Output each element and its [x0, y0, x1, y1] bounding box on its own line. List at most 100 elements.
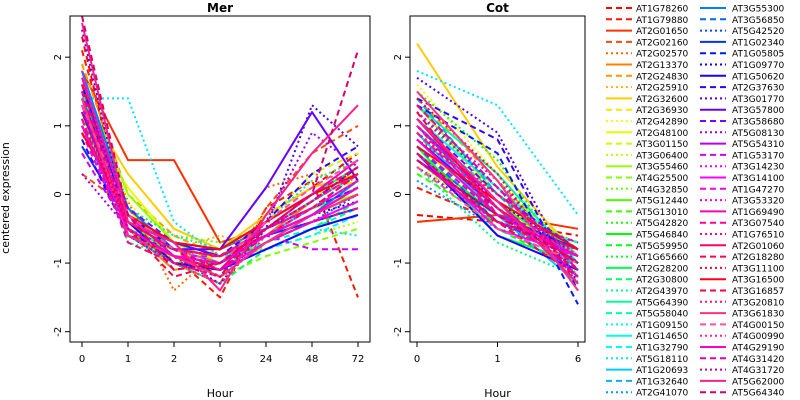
- legend-item: AT2G48100: [606, 129, 689, 139]
- legend-item: AT3G16500: [700, 276, 785, 286]
- legend-label: AT1G65660: [636, 253, 689, 263]
- legend-label: AT3G01150: [636, 140, 689, 150]
- legend-item: AT3G58680: [700, 118, 785, 128]
- legend-item: AT5G64390: [606, 298, 689, 308]
- legend-item: AT1G50620: [700, 72, 785, 82]
- legend-label: AT2G41070: [636, 389, 689, 399]
- panel-title: Cot: [486, 1, 509, 15]
- legend-label: AT2G37630: [732, 84, 785, 94]
- y-tick-label: 1: [393, 123, 404, 129]
- series-line: [81, 29, 359, 285]
- legend-item: AT3G06400: [606, 151, 689, 161]
- legend-item: AT2G01650: [606, 27, 689, 37]
- legend-label: AT3G57800: [732, 106, 785, 116]
- legend-item: AT2G24830: [606, 72, 689, 82]
- legend-item: AT3G14230: [700, 163, 785, 173]
- series-line: [416, 131, 579, 257]
- series-line: [416, 104, 579, 271]
- legend-label: AT1G14650: [636, 332, 689, 342]
- legend-item: AT1G09770: [700, 61, 785, 71]
- legend-label: AT2G43970: [636, 287, 689, 297]
- legend-item: AT1G09150: [606, 321, 689, 331]
- legend-item: AT5G18110: [606, 355, 689, 365]
- legend-item: AT4G29190: [700, 344, 785, 354]
- legend-item: AT2G32600: [606, 95, 689, 105]
- legend-item: AT1G14650: [606, 332, 689, 342]
- legend-label: AT2G30800: [636, 276, 689, 286]
- series-line: [416, 104, 579, 305]
- series-line: [81, 15, 359, 271]
- legend-item: AT1G02340: [700, 38, 785, 48]
- legend-item: AT2G01060: [700, 242, 785, 252]
- legend-item: AT5G62000: [700, 377, 785, 387]
- legend-label: AT4G25500: [636, 174, 689, 184]
- legend-label: AT4G31720: [732, 366, 785, 376]
- legend-item: AT2G02160: [606, 38, 689, 48]
- legend-label: AT1G79880: [636, 16, 689, 26]
- legend-label: AT5G54310: [732, 140, 785, 150]
- legend-label: AT5G12440: [636, 197, 689, 207]
- legend-label: AT5G64340: [732, 389, 785, 399]
- legend-label: AT3G14100: [732, 174, 785, 184]
- legend-label: AT2G18280: [732, 253, 785, 263]
- legend-item: AT5G46840: [606, 231, 689, 241]
- legend-item: AT1G78260: [606, 5, 689, 15]
- legend-item: AT2G25910: [606, 84, 689, 94]
- legend-label: AT1G20693: [636, 366, 688, 376]
- legend-label: AT3G07540: [732, 219, 785, 229]
- legend-label: AT3G16500: [732, 276, 785, 286]
- legend-item: AT3G55300: [700, 5, 785, 15]
- legend-item: AT1G69490: [700, 208, 785, 218]
- legend-label: AT3G55460: [636, 163, 689, 173]
- legend-item: AT4G32850: [606, 185, 689, 195]
- legend-item: AT1G32640: [606, 377, 689, 387]
- legend-label: AT1G78260: [636, 5, 689, 15]
- legend-item: AT1G20693: [606, 366, 688, 376]
- legend-label: AT2G02160: [636, 38, 689, 48]
- x-tick-label: 0: [79, 354, 85, 365]
- legend-label: AT3G61830: [732, 310, 785, 320]
- legend-label: AT4G31420: [732, 355, 785, 365]
- legend-label: AT5G64390: [636, 298, 689, 308]
- legend-label: AT1G76510: [732, 231, 785, 241]
- series-line: [81, 91, 359, 271]
- x-tick-label: 48: [306, 354, 319, 365]
- x-tick-label: 1: [494, 354, 500, 365]
- legend-label: AT2G25910: [636, 84, 689, 94]
- series-line: [416, 152, 579, 251]
- legend-item: AT3G20810: [700, 298, 785, 308]
- legend-item: AT4G00150: [700, 321, 785, 331]
- legend-label: AT3G56850: [732, 16, 785, 26]
- legend-label: AT5G42820: [636, 219, 689, 229]
- legend-label: AT2G02570: [636, 50, 689, 60]
- y-tick-label: -1: [53, 258, 64, 268]
- legend-label: AT2G13370: [636, 61, 689, 71]
- legend-item: AT5G42520: [700, 27, 785, 37]
- legend-label: AT1G05805: [732, 50, 784, 60]
- plot-frame: [409, 15, 586, 343]
- legend-item: AT4G25500: [606, 174, 689, 184]
- legend-item: AT1G05805: [700, 50, 784, 60]
- legend-item: AT5G58040: [606, 310, 689, 320]
- legend-label: AT3G06400: [636, 151, 689, 161]
- y-tick-label: 1: [53, 123, 64, 129]
- x-tick-label: 1: [125, 354, 131, 365]
- legend-label: AT5G42520: [732, 27, 785, 37]
- legend-label: AT2G01060: [732, 242, 785, 252]
- legend-label: AT5G13010: [636, 208, 689, 218]
- legend-item: AT5G13010: [606, 208, 689, 218]
- legend-item: AT3G16857: [700, 287, 784, 297]
- legend-label: AT3G53320: [732, 197, 785, 207]
- legend-label: AT2G48100: [636, 129, 689, 139]
- plot-frame: [69, 15, 371, 343]
- series-line: [81, 152, 358, 265]
- legend-item: AT3G55460: [606, 163, 689, 173]
- legend-label: AT2G42890: [636, 118, 689, 128]
- legend-label: AT3G20810: [732, 298, 785, 308]
- legend-label: AT4G00150: [732, 321, 785, 331]
- legend-label: AT3G55300: [732, 5, 785, 15]
- y-tick-label: -2: [53, 327, 64, 337]
- series-line: [416, 97, 579, 285]
